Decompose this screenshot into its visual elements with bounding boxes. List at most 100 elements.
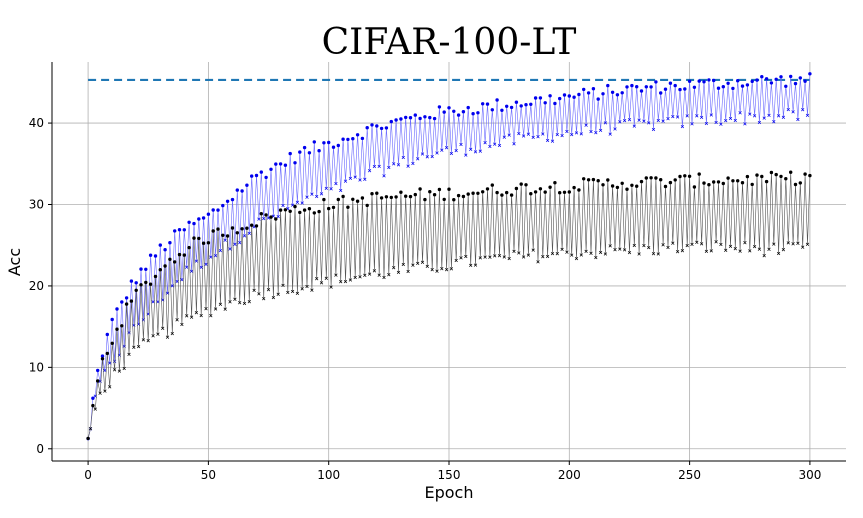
data-point: [647, 245, 651, 250]
data-point: [719, 122, 723, 126]
data-point: [269, 167, 273, 171]
data-point: [615, 93, 620, 97]
data-point: [603, 252, 608, 256]
data-point: [507, 133, 511, 137]
data-point: [699, 115, 704, 120]
data-point: [478, 256, 482, 260]
data-point: [413, 192, 417, 197]
data-point: [791, 242, 795, 246]
data-point: [416, 157, 420, 161]
y-tick-label: 20: [29, 279, 44, 293]
data-point: [789, 170, 793, 174]
data-point: [197, 217, 201, 221]
data-point: [798, 181, 802, 185]
data-point: [242, 301, 247, 306]
data-point: [750, 182, 754, 187]
data-point: [315, 277, 319, 281]
data-point: [663, 87, 668, 91]
data-point: [274, 217, 278, 221]
data-point: [808, 173, 812, 178]
data-point: [736, 79, 740, 83]
data-point: [336, 143, 340, 148]
data-point: [156, 332, 160, 336]
data-point: [728, 116, 733, 121]
data-point: [401, 155, 405, 160]
data-point: [192, 236, 196, 240]
data-point: [635, 85, 639, 89]
data-point: [375, 191, 379, 195]
data-point: [218, 302, 223, 306]
data-point: [396, 163, 401, 167]
data-point: [635, 184, 639, 188]
data-point: [452, 198, 456, 202]
data-point: [416, 261, 420, 266]
data-point: [776, 114, 781, 118]
data-point: [91, 403, 95, 408]
data-point: [319, 281, 324, 285]
data-point: [235, 188, 239, 192]
data-point: [238, 241, 242, 245]
data-point: [259, 170, 263, 174]
data-point: [461, 110, 466, 114]
data-point: [283, 208, 288, 212]
data-point: [517, 251, 521, 255]
data-point: [250, 174, 254, 178]
data-point: [189, 315, 194, 319]
data-point: [752, 244, 757, 249]
data-point: [589, 251, 593, 255]
data-point: [762, 116, 766, 120]
data-point: [495, 190, 499, 195]
data-point: [582, 177, 586, 181]
data-point: [649, 176, 653, 180]
data-point: [459, 256, 463, 260]
data-point: [803, 79, 807, 83]
data-point: [120, 300, 124, 304]
data-point: [613, 127, 617, 131]
series-blue: [86, 72, 812, 441]
data-point: [199, 313, 203, 318]
data-point: [312, 211, 316, 215]
y-tick-label: 30: [29, 198, 44, 212]
data-point: [596, 97, 600, 101]
data-point: [488, 144, 492, 149]
data-point: [452, 109, 456, 114]
data-point: [315, 194, 319, 199]
data-point: [206, 241, 211, 245]
data-point: [221, 203, 225, 208]
data-point: [786, 241, 790, 245]
data-point: [428, 190, 432, 194]
data-point: [572, 185, 576, 190]
data-point: [375, 124, 379, 128]
data-point: [781, 115, 786, 119]
data-point: [454, 258, 458, 263]
data-point: [324, 186, 328, 191]
data-point: [444, 146, 449, 150]
data-point: [276, 292, 280, 296]
data-point: [692, 185, 697, 189]
data-point: [719, 242, 723, 247]
data-point: [565, 250, 569, 254]
data-point: [399, 117, 403, 121]
data-point: [798, 76, 802, 80]
data-point: [262, 216, 266, 221]
data-point: [218, 248, 223, 253]
x-tick-label: 0: [84, 468, 92, 482]
data-point: [223, 307, 227, 311]
data-point: [690, 242, 694, 247]
data-point: [423, 197, 427, 202]
data-point: [108, 361, 112, 365]
data-point: [327, 140, 331, 145]
data-point: [776, 251, 781, 256]
data-point: [594, 255, 598, 260]
data-point: [750, 79, 754, 84]
data-point: [596, 179, 600, 183]
chart-title: CIFAR-100-LT: [322, 22, 577, 63]
data-point: [456, 193, 461, 198]
y-tick-label: 40: [29, 116, 44, 130]
data-point: [449, 267, 454, 271]
data-point: [558, 191, 562, 195]
y-axis-label: Acc: [5, 248, 24, 276]
data-point: [189, 269, 194, 273]
data-point: [216, 208, 220, 212]
data-point: [454, 148, 458, 153]
